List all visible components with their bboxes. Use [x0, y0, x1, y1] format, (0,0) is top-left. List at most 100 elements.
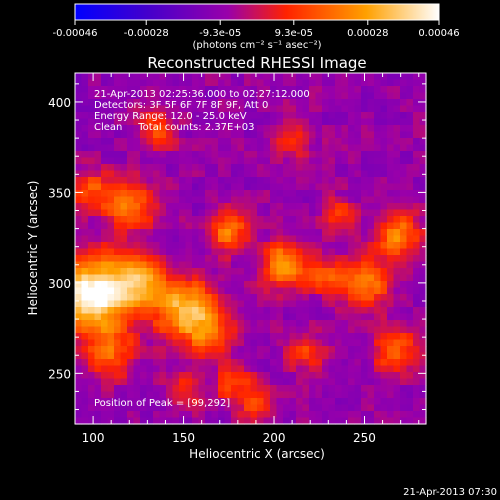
heatmap-cell	[218, 222, 226, 230]
heatmap-cell	[387, 112, 395, 120]
heatmap-cell	[172, 170, 180, 178]
heatmap-cell	[302, 261, 310, 269]
heatmap-cell	[302, 346, 310, 354]
heatmap-cell	[218, 248, 226, 256]
heatmap-cell	[218, 125, 226, 133]
heatmap-cell	[374, 92, 382, 100]
heatmap-cell	[94, 307, 102, 315]
heatmap-cell	[94, 203, 102, 211]
heatmap-cell	[231, 359, 239, 367]
heatmap-cell	[289, 164, 297, 172]
heatmap-cell	[231, 378, 239, 386]
heatmap-cell	[244, 203, 252, 211]
heatmap-cell	[231, 229, 239, 237]
heatmap-cell	[283, 378, 291, 386]
heatmap-cell	[348, 320, 356, 328]
heatmap-cell	[237, 242, 245, 250]
heatmap-cell	[140, 268, 148, 276]
heatmap-cell	[322, 177, 330, 185]
heatmap-cell	[81, 183, 89, 191]
heatmap-cell	[205, 164, 213, 172]
heatmap-cell	[341, 398, 349, 406]
heatmap-cell	[335, 170, 343, 178]
heatmap-cell	[328, 190, 336, 198]
heatmap-cell	[380, 99, 388, 107]
heatmap-cell	[309, 372, 317, 380]
heatmap-cell	[335, 300, 343, 308]
heatmap-cell	[419, 248, 427, 256]
heatmap-cell	[192, 216, 200, 224]
heatmap-cell	[263, 372, 271, 380]
heatmap-cell	[341, 294, 349, 302]
heatmap-cell	[146, 242, 154, 250]
heatmap-cell	[309, 125, 317, 133]
heatmap-cell	[400, 235, 408, 243]
heatmap-cell	[94, 248, 102, 256]
heatmap-cell	[94, 372, 102, 380]
heatmap-cell	[101, 274, 109, 282]
heatmap-cell	[315, 359, 323, 367]
heatmap-cell	[387, 86, 395, 94]
heatmap-cell	[205, 255, 213, 263]
heatmap-cell	[101, 73, 109, 81]
heatmap-cell	[296, 112, 304, 120]
heatmap-cell	[257, 216, 265, 224]
heatmap-cell	[257, 112, 265, 120]
heatmap-cell	[263, 164, 271, 172]
heatmap-cell	[107, 365, 115, 373]
heatmap-cell	[237, 222, 245, 230]
heatmap-cell	[250, 242, 258, 250]
heatmap-cell	[75, 177, 83, 185]
heatmap-cell	[88, 138, 96, 146]
heatmap-cell	[309, 105, 317, 113]
heatmap-cell	[172, 242, 180, 250]
heatmap-cell	[328, 307, 336, 315]
heatmap-cell	[81, 79, 89, 87]
heatmap-cell	[374, 385, 382, 393]
heatmap-cell	[107, 79, 115, 87]
heatmap-cell	[185, 73, 193, 81]
heatmap-cell	[231, 209, 239, 217]
heatmap-cell	[192, 385, 200, 393]
heatmap-cell	[224, 281, 232, 289]
heatmap-cell	[374, 183, 382, 191]
heatmap-cell	[244, 313, 252, 321]
heatmap-cell	[192, 372, 200, 380]
heatmap-cell	[81, 196, 89, 204]
x-tick-label: 250	[353, 431, 376, 445]
heatmap-cell	[205, 190, 213, 198]
heatmap-cell	[263, 177, 271, 185]
heatmap-cell	[413, 417, 421, 425]
heatmap-cell	[140, 411, 148, 419]
heatmap-cell	[218, 203, 226, 211]
heatmap-cell	[146, 261, 154, 269]
heatmap-cell	[296, 183, 304, 191]
heatmap-cell	[413, 157, 421, 165]
heatmap-cell	[198, 131, 206, 139]
heatmap-cell	[179, 378, 187, 386]
heatmap-cell	[296, 365, 304, 373]
heatmap-cell	[101, 170, 109, 178]
heatmap-cell	[218, 216, 226, 224]
heatmap-cell	[244, 385, 252, 393]
heatmap-cell	[328, 385, 336, 393]
heatmap-cell	[205, 177, 213, 185]
heatmap-cell	[406, 203, 414, 211]
heatmap-cell	[101, 131, 109, 139]
heatmap-cell	[263, 333, 271, 341]
heatmap-cell	[315, 398, 323, 406]
heatmap-cell	[172, 359, 180, 367]
heatmap-cell	[81, 248, 89, 256]
heatmap-cell	[283, 229, 291, 237]
heatmap-cell	[374, 235, 382, 243]
heatmap-cell	[348, 229, 356, 237]
heatmap-cell	[328, 112, 336, 120]
heatmap-cell	[361, 320, 369, 328]
heatmap-cell	[250, 274, 258, 282]
heatmap-cell	[140, 352, 148, 360]
heatmap-cell	[374, 242, 382, 250]
heatmap-cell	[289, 92, 297, 100]
heatmap-cell	[88, 365, 96, 373]
heatmap-cell	[276, 359, 284, 367]
heatmap-cell	[88, 99, 96, 107]
